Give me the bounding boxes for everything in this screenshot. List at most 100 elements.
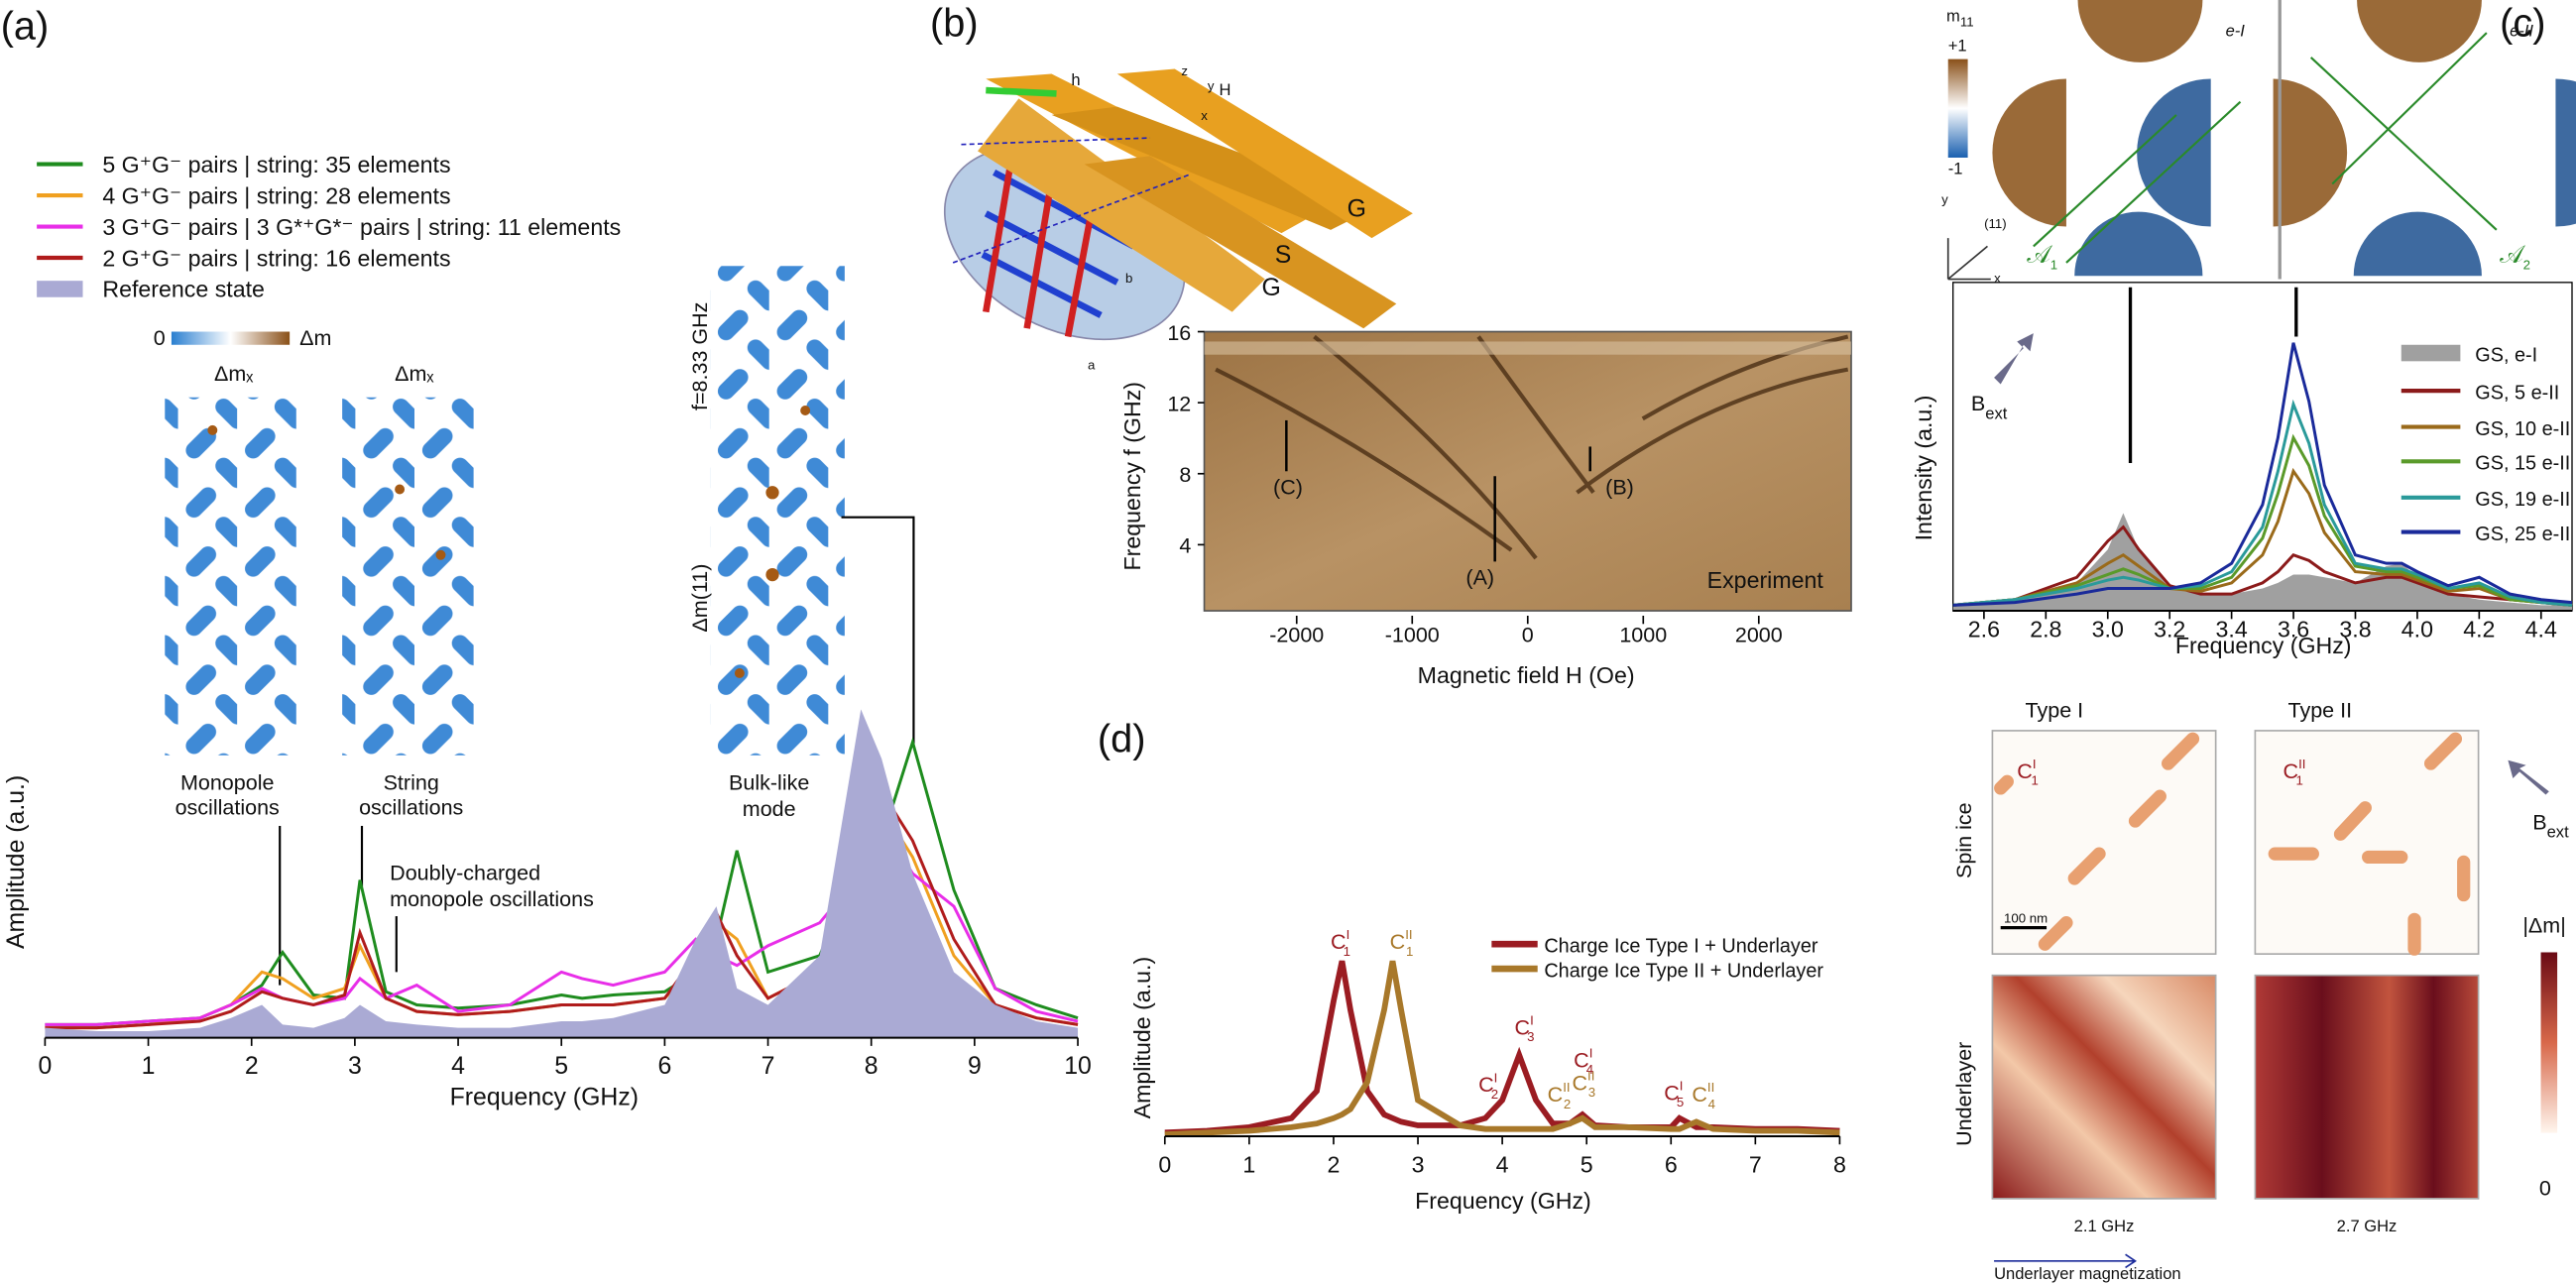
- label: 0: [2539, 1177, 2551, 1201]
- label: 2: [2523, 258, 2530, 273]
- x-tick-label: 10: [1064, 1053, 1092, 1080]
- legend-label: GS, 25 e-II: [2475, 524, 2570, 545]
- label: CI 1: [2017, 757, 2039, 788]
- y-tick-label: 4: [1179, 534, 1191, 558]
- label: |Δm|: [2522, 914, 2565, 938]
- panel-label: (a): [1, 5, 50, 49]
- x-tick-label: 3: [348, 1053, 362, 1080]
- label: CII 1: [2283, 757, 2306, 788]
- peak-label-sub: 2: [1491, 1087, 1498, 1102]
- label: ext: [2547, 823, 2569, 842]
- area: [45, 709, 1079, 1038]
- colorbar-label: 0: [154, 326, 166, 350]
- peak-label-base: C: [1692, 1083, 1707, 1107]
- peak-label-base: C: [1664, 1082, 1680, 1106]
- field-label: h: [1071, 70, 1080, 89]
- legend-swatch: [37, 281, 83, 297]
- x-tick-label: 6: [1665, 1151, 1678, 1177]
- annotation: (C): [1273, 475, 1303, 499]
- legend-label: GS, e-I: [2475, 344, 2537, 366]
- label: e-II: [2510, 21, 2533, 40]
- legend-label: Reference state: [102, 277, 265, 302]
- label: Underlayer magnetization: [1994, 1264, 2181, 1283]
- lattice-label: b: [1125, 271, 1132, 286]
- label: Bext: [2532, 810, 2569, 841]
- strip-label: G: [1262, 275, 1281, 301]
- device-illustration: [943, 68, 1413, 341]
- colorbar-label: +1: [1948, 36, 1967, 55]
- x-tick-label: 1: [142, 1053, 156, 1080]
- label: B: [2532, 810, 2546, 834]
- inset-image: [342, 397, 477, 756]
- label: 𝒜: [2500, 242, 2525, 269]
- line: [1952, 467, 2573, 607]
- label: C: [2283, 759, 2299, 783]
- label: ext: [1985, 404, 2007, 422]
- legend-label: Charge Ice Type II + Underlayer: [1544, 960, 1823, 982]
- label: m: [1946, 7, 1960, 26]
- x-tick-label: 1: [1242, 1151, 1255, 1177]
- x-axis-label: Frequency (GHz): [1415, 1188, 1591, 1214]
- x-tick-label: 3.6: [2278, 617, 2309, 642]
- x-tick-label: 3.0: [2092, 617, 2124, 642]
- peak-label: CII 4: [1692, 1080, 1715, 1111]
- label: I: [2033, 757, 2037, 771]
- simulation-images: [1946, 0, 2576, 795]
- peak-label-sup: I: [1347, 927, 1350, 942]
- annotation: String: [384, 771, 439, 795]
- annotation: f=8.33 GHz: [688, 302, 712, 410]
- y-tick-label: 16: [1167, 321, 1191, 345]
- legend-label: 2 G⁺G⁻ pairs | string: 16 elements: [102, 245, 450, 271]
- x-tick-label: 4.2: [2463, 617, 2495, 642]
- label: Bext: [1971, 392, 2008, 422]
- y-tick-label: 8: [1179, 463, 1191, 487]
- strip-label: S: [1275, 242, 1292, 269]
- x-tick-label: 2: [1328, 1151, 1341, 1177]
- peak-label-base: C: [1574, 1048, 1589, 1072]
- peak-label-sup: I: [1530, 1012, 1534, 1027]
- inset-image: [165, 397, 300, 756]
- x-tick-label: 4: [451, 1053, 465, 1080]
- peak-label-sup: I: [1589, 1045, 1593, 1060]
- x-tick-label: -2000: [1269, 623, 1324, 646]
- label: y: [1941, 191, 1948, 206]
- peak-label-base: C: [1390, 930, 1406, 954]
- label: 1: [2296, 773, 2303, 788]
- label: Type I: [2026, 699, 2084, 723]
- label: Spin ice: [1952, 802, 1976, 878]
- peak-label-sub: 4: [1708, 1097, 1715, 1111]
- plot-frame: [1952, 282, 2573, 612]
- label: II: [2298, 757, 2305, 771]
- colorbar-label: m11: [1946, 7, 1974, 30]
- peak-label-base: C: [1331, 930, 1347, 954]
- x-tick-label: 3.8: [2339, 617, 2371, 642]
- line: [1952, 342, 2573, 607]
- scale-bar: 100 nm: [2004, 911, 2048, 926]
- area: [1952, 513, 2572, 612]
- x-tick-label: 5: [1581, 1151, 1593, 1177]
- peak-label-sup: II: [1563, 1080, 1570, 1095]
- line: [1164, 960, 1840, 1136]
- label: 1: [2032, 773, 2039, 788]
- legend-label: 5 G⁺G⁻ pairs | string: 35 elements: [102, 152, 450, 177]
- label: Type II: [2288, 699, 2353, 723]
- legend-label: 4 G⁺G⁻ pairs | string: 28 elements: [102, 182, 450, 208]
- x-tick-label: 2: [245, 1053, 259, 1080]
- label: 2.1 GHz: [2074, 1217, 2135, 1235]
- x-axis-label: Frequency (GHz): [450, 1084, 639, 1110]
- peak-label: CI 1: [1331, 927, 1350, 959]
- axis-label: H: [1219, 80, 1230, 99]
- x-tick-label: 0: [1522, 623, 1534, 646]
- peak-label-base: C: [1515, 1015, 1531, 1039]
- colorbar-label: -1: [1948, 160, 1963, 178]
- x-tick-label: 0: [38, 1053, 52, 1080]
- x-tick-label: 4.4: [2525, 617, 2557, 642]
- annotation: mode: [743, 797, 796, 821]
- x-tick-label: 4: [1496, 1151, 1509, 1177]
- x-tick-label: 0: [1158, 1151, 1171, 1177]
- axis-label: z: [1181, 63, 1188, 78]
- peak-label-sub: 4: [1586, 1062, 1593, 1077]
- peak-label: CII 1: [1390, 927, 1414, 959]
- strip-label: G: [1347, 196, 1366, 223]
- peak-label-base: C: [1572, 1072, 1587, 1096]
